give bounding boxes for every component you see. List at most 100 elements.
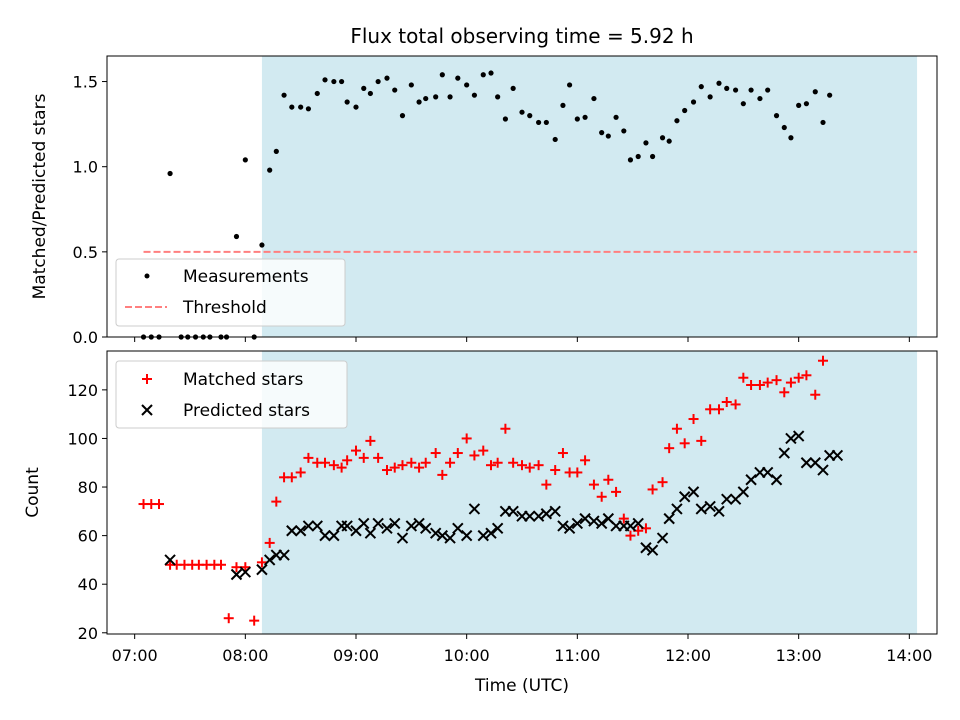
predicted-star-point bbox=[460, 529, 473, 542]
matched-star-point bbox=[705, 404, 716, 415]
predicted-star-point bbox=[770, 474, 783, 486]
y-tick-label: 1.0 bbox=[73, 158, 98, 177]
predicted-star-point bbox=[230, 568, 243, 581]
measurement-point bbox=[674, 118, 680, 124]
measurement-point bbox=[599, 130, 605, 136]
matched-star-point bbox=[452, 448, 463, 459]
matched-star-point bbox=[215, 559, 226, 570]
ratio-panel: 0.0 0.5 1.0 1.5 Flux total observing time =… bbox=[30, 24, 938, 347]
measurement-point bbox=[488, 70, 494, 76]
matched-star-point bbox=[647, 484, 658, 495]
measurement-point bbox=[455, 75, 461, 81]
measurement-point bbox=[447, 94, 453, 100]
measurement-point bbox=[267, 167, 273, 173]
chart-title: Flux total observing time = 5.92 h bbox=[350, 24, 693, 48]
predicted-star-point bbox=[778, 447, 790, 459]
matched-star-point bbox=[358, 452, 369, 463]
predicted-star-point bbox=[364, 527, 377, 539]
predicted-star-point bbox=[678, 491, 691, 503]
measurement-point bbox=[566, 82, 573, 88]
matched-star-point bbox=[671, 423, 682, 434]
x-axis-label: Time (UTC) bbox=[474, 676, 569, 696]
measurement-point bbox=[433, 94, 439, 100]
bottom-legend-box bbox=[115, 360, 348, 429]
matched-star-point bbox=[256, 557, 267, 568]
matched-star-point bbox=[478, 445, 489, 456]
measurement-point bbox=[796, 102, 802, 108]
matched-star-point bbox=[286, 472, 297, 483]
measurement-point bbox=[724, 85, 730, 91]
measurement-point bbox=[803, 101, 810, 107]
y-tick-label: 120 bbox=[67, 381, 98, 400]
measurement-point bbox=[495, 94, 501, 100]
legend-matched-marker bbox=[142, 374, 152, 384]
predicted-star-point bbox=[239, 566, 252, 578]
matched-star-point bbox=[721, 397, 732, 408]
matched-star-point bbox=[517, 460, 527, 471]
y-tick-label: 100 bbox=[67, 429, 98, 448]
predicted-star-point bbox=[761, 466, 774, 479]
x-tick-label: 14:00 bbox=[886, 646, 932, 665]
legend-threshold-label: Threshold bbox=[182, 298, 267, 318]
legend-measurements-marker bbox=[144, 273, 150, 279]
predicted-star-point bbox=[485, 527, 497, 539]
measurement-point bbox=[331, 78, 337, 85]
matched-star-point bbox=[603, 474, 614, 485]
legend-x-marker bbox=[141, 404, 153, 416]
measurement-point bbox=[698, 84, 704, 90]
predicted-star-point bbox=[695, 503, 707, 515]
measurement-point bbox=[682, 107, 688, 114]
predicted-star-point bbox=[286, 525, 298, 537]
legend-matched-label: Matched stars bbox=[183, 370, 303, 390]
matched-star-point bbox=[381, 465, 392, 476]
y-tick-label: 40 bbox=[78, 575, 98, 594]
predicted-star-point bbox=[328, 529, 340, 542]
measurement-point bbox=[339, 78, 345, 85]
measurement-point bbox=[289, 104, 295, 110]
measurement-point bbox=[740, 101, 746, 107]
count-panel: 20 40 60 80 100 120 07:00 08:00 09:00 10:00 11:00… bbox=[23, 350, 938, 696]
x-tick-label: 09:00 bbox=[333, 646, 379, 665]
predicted-star-point bbox=[745, 474, 757, 486]
predicted-star-point bbox=[507, 505, 519, 518]
matched-star-point bbox=[492, 457, 503, 468]
matched-star-point bbox=[738, 372, 749, 383]
measurement-point bbox=[471, 92, 478, 98]
matched-star-point bbox=[785, 377, 796, 388]
predicted-star-point bbox=[817, 464, 829, 476]
predicted-star-point bbox=[413, 517, 425, 530]
measurement-point bbox=[399, 113, 406, 119]
matched-star-point bbox=[557, 448, 568, 459]
bottom-y-axis-label: Count bbox=[23, 467, 43, 518]
predicted-star-point bbox=[792, 430, 805, 442]
predicted-star-point bbox=[294, 525, 307, 537]
predicted-star-point bbox=[532, 510, 545, 522]
measurement-point bbox=[773, 113, 780, 119]
predicted-star-point bbox=[372, 517, 384, 530]
measurement-point bbox=[375, 78, 381, 85]
predicted-star-point bbox=[444, 532, 456, 544]
matched-star-point bbox=[406, 457, 417, 468]
legend-predicted-label: Predicted stars bbox=[183, 401, 310, 421]
measurement-point bbox=[716, 80, 722, 86]
matched-star-point bbox=[373, 452, 384, 463]
x-tick-label: 13:00 bbox=[776, 646, 822, 665]
matched-star-point bbox=[746, 380, 757, 391]
matched-star-point bbox=[486, 460, 497, 471]
matched-star-point bbox=[754, 380, 765, 391]
matched-star-point bbox=[154, 499, 165, 510]
measurement-point bbox=[649, 153, 656, 160]
matched-star-point bbox=[657, 477, 668, 488]
measurement-point bbox=[344, 99, 350, 105]
measurement-point bbox=[748, 87, 754, 93]
predicted-star-point bbox=[785, 432, 797, 445]
measurement-point bbox=[659, 135, 666, 141]
predicted-star-point bbox=[800, 457, 813, 469]
predicted-star-point bbox=[640, 542, 652, 554]
measurement-point bbox=[322, 77, 328, 83]
matched-star-point bbox=[818, 355, 829, 366]
matched-star-point bbox=[611, 486, 622, 497]
predicted-star-point bbox=[491, 522, 504, 535]
measurement-point bbox=[408, 82, 414, 88]
predicted-star-point bbox=[549, 505, 561, 518]
